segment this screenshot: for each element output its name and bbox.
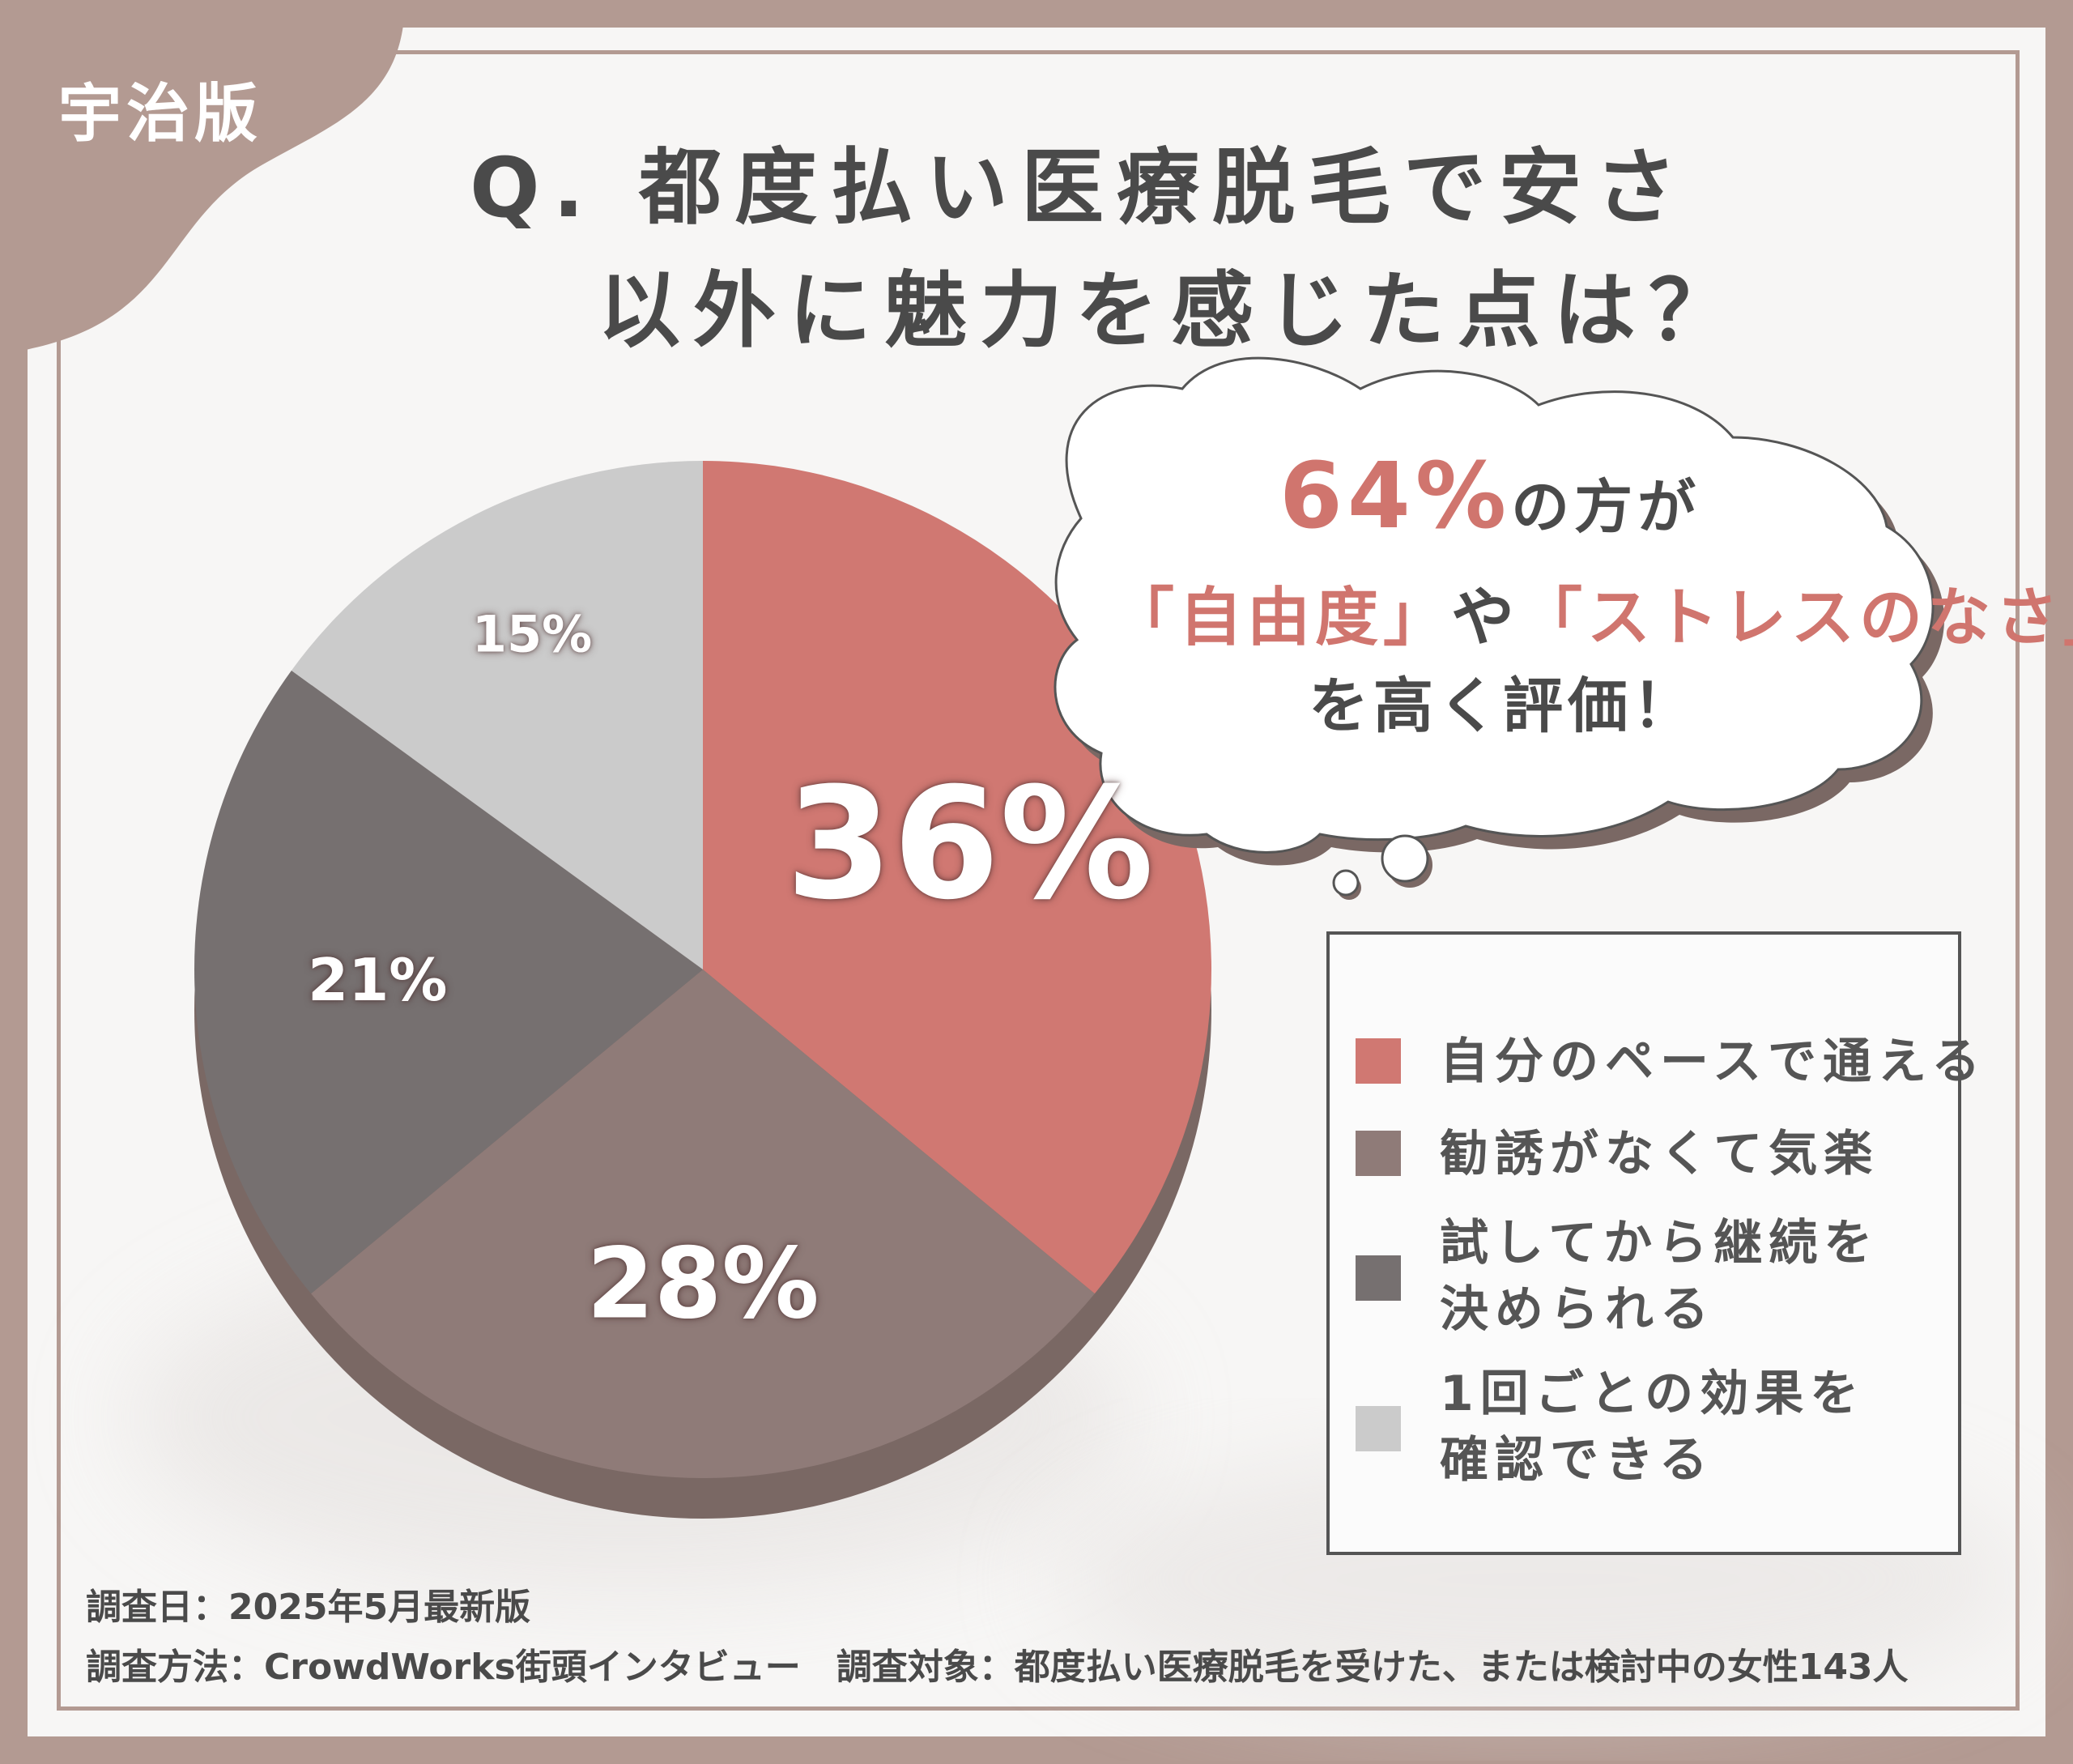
corner-tab bbox=[0, 0, 405, 356]
legend-label-line: 1回ごとの効果を bbox=[1440, 1366, 1866, 1422]
chart-legend: 自分のペースで通える 勧誘がなくて気楽 試してから継続を 決められる 1回ごとの効… bbox=[1326, 931, 1980, 1555]
pie-slice-per-session bbox=[291, 461, 703, 969]
legend-label-pace: 自分のペースで通える bbox=[1440, 1029, 1986, 1095]
callout-line3: を高く評価！ bbox=[1309, 671, 1697, 741]
pie-value-label-pace: 36% bbox=[785, 754, 1154, 934]
region-badge: 宇治版 bbox=[58, 78, 263, 151]
legend-label-line: 決められる bbox=[1440, 1281, 1715, 1338]
speech-bubble bbox=[1054, 356, 1945, 900]
callout-percent: 64% bbox=[1279, 444, 1512, 549]
callout-quote-freedom: 「自由度」 bbox=[1111, 582, 1452, 654]
question-title-line2: 以外に魅力を感じた点は？ bbox=[598, 263, 1744, 360]
callout-line1-rest: の方が bbox=[1511, 473, 1701, 541]
legend-label-line: 確認できる bbox=[1440, 1432, 1714, 1489]
callout-quote-stressless: 「ストレスのなさ」 bbox=[1519, 582, 2073, 654]
legend-label-no-sales: 勧誘がなくて気楽 bbox=[1440, 1121, 1879, 1187]
legend-swatch-trial bbox=[1356, 1255, 1401, 1301]
question-title-line1: Q. 都度払い医療脱毛で安さ bbox=[470, 140, 1690, 236]
legend-swatch-pace bbox=[1356, 1038, 1401, 1084]
pie-value-label-no-sales: 28% bbox=[586, 1228, 819, 1341]
survey-method: 調査方法：CrowdWorks街頭インタビュー 調査対象：都度払い医療脱毛を受け… bbox=[86, 1647, 1909, 1688]
pie-value-label-trial: 21% bbox=[308, 945, 448, 1014]
callout-line1: 64%の方が bbox=[1279, 444, 1701, 549]
survey-date: 調査日：2025年5月最新版 bbox=[86, 1587, 531, 1628]
pie-value-label-per-session: 15% bbox=[471, 604, 593, 664]
legend-label-trial: 試してから継続を 決められる bbox=[1440, 1210, 1879, 1343]
legend-label-line: 試してから継続を bbox=[1440, 1215, 1879, 1272]
callout-line2: 「自由度」や「ストレスのなさ」 bbox=[1111, 567, 2073, 658]
pie-slice-trial bbox=[194, 670, 703, 1294]
inner-frame bbox=[57, 50, 2020, 1711]
pie-slice-no-sales bbox=[311, 969, 1095, 1478]
legend-label-per-session: 1回ごとの効果を 確認できる bbox=[1440, 1361, 1865, 1493]
legend-swatch-no-sales bbox=[1356, 1131, 1401, 1176]
callout-connector: や bbox=[1451, 582, 1520, 654]
legend-label-line: 自分のペースで通える bbox=[1440, 1033, 1987, 1090]
legend-swatch-per-session bbox=[1356, 1406, 1401, 1451]
legend-label-line: 勧誘がなくて気楽 bbox=[1440, 1126, 1879, 1182]
